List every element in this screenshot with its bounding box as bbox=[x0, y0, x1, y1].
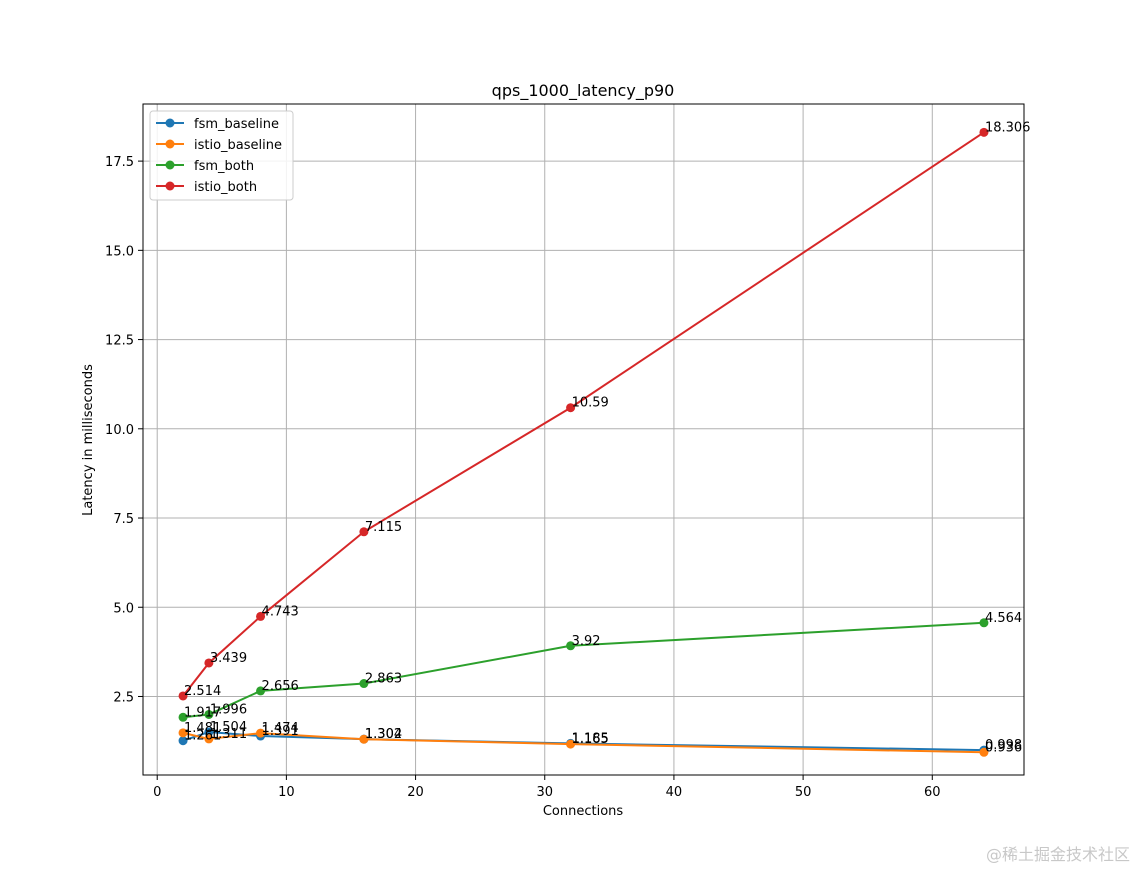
legend-box bbox=[149, 110, 294, 201]
plot-frame bbox=[142, 103, 1025, 776]
data-label-istio_both: 18.306 bbox=[985, 120, 1031, 135]
data-label-istio_baseline: 1.165 bbox=[572, 732, 609, 747]
data-point-fsm_baseline bbox=[178, 736, 188, 746]
data-point-istio_both bbox=[256, 611, 266, 621]
data-point-fsm_both bbox=[359, 679, 369, 689]
data-label-istio_both: 4.743 bbox=[262, 604, 299, 619]
data-label-istio_baseline: 1.481 bbox=[184, 721, 221, 736]
data-label-fsm_baseline: 1.504 bbox=[210, 720, 247, 735]
legend-marker-istio_both bbox=[165, 181, 175, 191]
data-point-istio_both bbox=[979, 127, 989, 137]
x-axis-label: Connections bbox=[543, 804, 624, 819]
data-point-istio_both bbox=[566, 403, 576, 413]
data-point-istio_both bbox=[359, 527, 369, 537]
data-label-istio_baseline: 0.936 bbox=[985, 740, 1022, 755]
y-tick-label: 7.5 bbox=[113, 512, 134, 527]
watermark: @稀土掘金技术社区 bbox=[985, 845, 1130, 864]
x-tick-label: 20 bbox=[407, 785, 424, 800]
y-tick-label: 12.5 bbox=[105, 334, 134, 349]
data-point-fsm_both bbox=[204, 709, 214, 719]
legend-label-istio_baseline: istio_baseline bbox=[194, 138, 282, 153]
x-tick-label: 50 bbox=[795, 785, 812, 800]
data-point-istio_both bbox=[178, 691, 188, 701]
grid bbox=[143, 104, 1024, 775]
data-label-fsm_both: 2.863 bbox=[365, 672, 402, 687]
data-point-fsm_both bbox=[178, 712, 188, 722]
data-label-istio_both: 10.59 bbox=[572, 396, 609, 411]
data-label-fsm_both: 4.564 bbox=[985, 611, 1022, 626]
data-point-fsm_baseline bbox=[204, 727, 214, 737]
data-label-istio_both: 3.439 bbox=[210, 651, 247, 666]
data-point-fsm_both bbox=[566, 641, 576, 651]
data-label-fsm_baseline: 1.304 bbox=[365, 727, 402, 742]
legend-label-fsm_both: fsm_both bbox=[194, 159, 254, 174]
data-label-fsm_baseline: 1.261 bbox=[184, 729, 221, 744]
data-point-istio_baseline bbox=[359, 734, 369, 744]
series-line-istio_both bbox=[182, 131, 985, 697]
x-tick-label: 60 bbox=[924, 785, 941, 800]
y-axis-label: Latency in milliseconds bbox=[81, 364, 96, 516]
legend-label-fsm_baseline: fsm_baseline bbox=[194, 117, 279, 132]
x-tick-label: 40 bbox=[666, 785, 683, 800]
x-tick-label: 30 bbox=[536, 785, 553, 800]
data-label-istio_both: 2.514 bbox=[184, 684, 221, 699]
x-tick-label: 10 bbox=[278, 785, 295, 800]
y-tick-label: 2.5 bbox=[113, 690, 134, 705]
data-label-fsm_both: 1.996 bbox=[210, 702, 247, 717]
series-layer bbox=[178, 127, 989, 757]
data-point-istio_baseline bbox=[204, 734, 214, 744]
y-tick-label: 17.5 bbox=[105, 155, 134, 170]
data-point-istio_baseline bbox=[178, 728, 188, 738]
data-point-istio_baseline bbox=[566, 739, 576, 749]
legend-marker-fsm_baseline bbox=[165, 118, 175, 128]
data-point-istio_baseline bbox=[256, 728, 266, 738]
axes: 0 10 20 30 40 50 60 2.5 5.0 7.5 10.0 12.5 15.0 17.5 bbox=[105, 155, 941, 800]
y-tick-label: 15.0 bbox=[105, 244, 134, 259]
x-tick-label: 0 bbox=[153, 785, 161, 800]
data-point-fsm_both bbox=[979, 618, 989, 628]
data-label-fsm_both: 2.656 bbox=[262, 679, 299, 694]
data-label-fsm_both: 1.917 bbox=[184, 705, 221, 720]
data-label-fsm_both: 3.92 bbox=[572, 634, 601, 649]
data-point-istio_baseline bbox=[979, 747, 989, 757]
data-label-istio_baseline: 1.302 bbox=[365, 727, 402, 742]
legend-label-istio_both: istio_both bbox=[194, 180, 257, 195]
data-label-istio_baseline: 1.311 bbox=[210, 727, 247, 742]
y-tick-label: 5.0 bbox=[113, 601, 134, 616]
data-label-istio_baseline: 1.474 bbox=[262, 721, 299, 736]
y-tick-label: 10.0 bbox=[105, 423, 134, 438]
data-label-fsm_baseline: 1.391 bbox=[262, 724, 299, 739]
data-point-fsm_both bbox=[256, 686, 266, 696]
data-point-istio_both bbox=[204, 658, 214, 668]
data-label-fsm_baseline: 1.185 bbox=[572, 731, 609, 746]
legend: fsm_baseline istio_baseline fsm_both istio_… bbox=[149, 110, 294, 201]
chart-title: qps_1000_latency_p90 bbox=[492, 81, 675, 101]
legend-marker-istio_baseline bbox=[165, 139, 175, 149]
data-label-fsm_baseline: 0.998 bbox=[985, 738, 1022, 753]
data-label-istio_both: 7.115 bbox=[365, 520, 402, 535]
legend-marker-fsm_both bbox=[165, 160, 175, 170]
